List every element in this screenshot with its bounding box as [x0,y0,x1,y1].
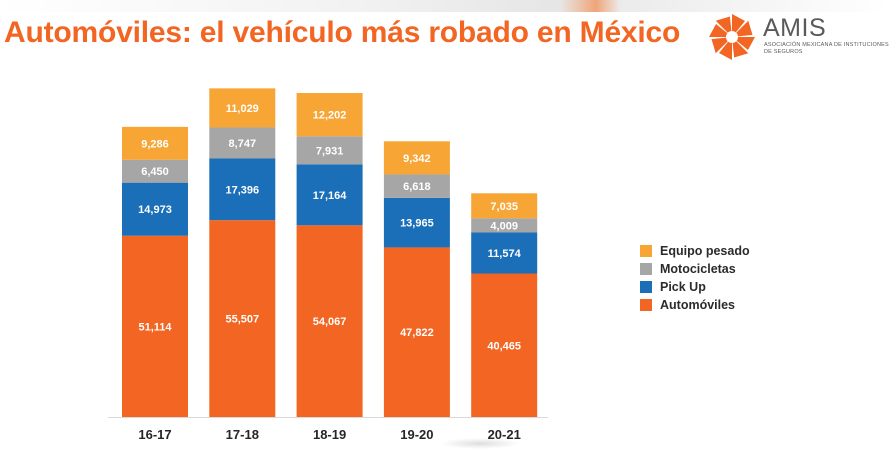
bar-segment [122,182,188,236]
top-decorative-strip [0,0,889,12]
bar-segment [471,193,538,219]
bar-segment [296,225,363,417]
legend-item: Equipo pesado [640,242,750,260]
bar-segment [209,158,276,221]
data-label: 11,029 [226,103,259,115]
bar-segment [209,220,276,417]
data-label: 8,747 [229,138,257,150]
data-label: 17,396 [225,184,259,196]
logo-subtitle: ASOCIACIÓN MEXICANA DE INSTITUCIONES DE … [764,42,889,55]
bar-segment [209,127,276,159]
data-label: 6,450 [141,166,169,178]
x-tick-label: 18-19 [313,427,346,442]
data-label: 9,286 [141,138,169,150]
bar-segment [122,235,188,417]
data-label: 9,342 [403,153,431,165]
data-label: 54,067 [313,316,347,328]
legend-item: Automóviles [640,296,750,314]
logo-petal [732,14,745,37]
legend-swatch [640,263,652,275]
data-label: 14,973 [138,204,172,216]
logo-petal [715,16,732,37]
legend-swatch [640,245,652,257]
legend-item: Pick Up [640,278,750,296]
bar-segment [209,88,276,128]
legend-swatch [640,281,652,293]
logo-petal [732,37,755,50]
data-label: 6,618 [403,181,431,193]
legend-item: Motocicletas [640,260,750,278]
logo-petal [732,37,749,58]
x-tick-label: 17-18 [226,427,259,442]
amis-logo: AMIS ASOCIACIÓN MEXICANA DE INSTITUCIONE… [707,12,889,62]
logo-petal [711,37,732,54]
data-label: 55,507 [225,314,259,326]
bar-segment [122,159,188,183]
legend-label: Pick Up [660,280,706,294]
legend-swatch [640,299,652,311]
data-label: 13,965 [400,218,434,230]
data-label: 47,822 [400,327,434,339]
bar-segment [122,126,188,160]
bar-segment [296,164,363,226]
bar-segment [296,136,363,165]
bar-segment [471,273,538,417]
bar-segment [383,247,450,417]
bar-segment [296,93,363,137]
logo-name: AMIS [763,14,827,42]
bar-segment [383,174,450,198]
bar-segment [471,218,538,233]
data-label: 12,202 [313,110,347,122]
bar-segment [471,232,538,274]
bottom-decoration [440,438,520,449]
slide-title: Automóviles: el vehículo más robado en M… [4,16,681,49]
data-label: 7,035 [490,201,518,213]
amis-logo-mark-icon [709,14,755,60]
data-label: 11,574 [488,248,522,260]
logo-petal [709,24,732,37]
bar-segment [383,141,450,175]
x-tick-label: 16-17 [138,427,171,442]
data-label: 40,465 [487,340,521,352]
x-tick-label: 19-20 [400,427,433,442]
logo-petal [719,37,732,60]
data-label: 4,009 [490,220,518,232]
logo-petal [732,20,753,37]
data-label: 17,164 [313,190,348,202]
bar-segment [383,197,450,248]
legend-label: Automóviles [660,298,736,312]
legend-label: Equipo pesado [660,244,750,258]
top-accent-stroke [560,0,620,12]
legend-label: Motocicletas [660,262,736,276]
data-label: 51,114 [138,321,172,333]
data-label: 7,931 [316,145,344,157]
chart-legend: Equipo pesado Motocicletas Pick Up Automóvi… [640,242,750,314]
